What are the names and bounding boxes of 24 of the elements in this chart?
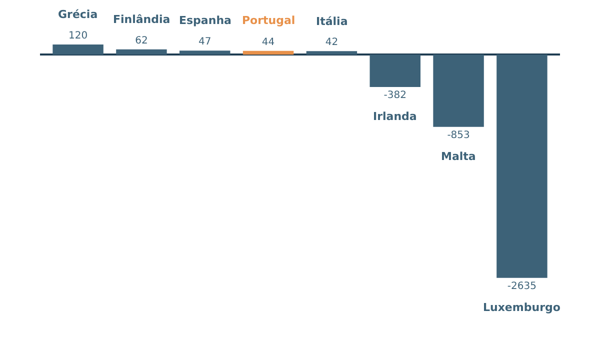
bar	[496, 54, 548, 278]
x-tick-label: Irlanda	[373, 110, 417, 123]
x-tick-label: Luxemburgo	[483, 301, 561, 314]
bar	[242, 50, 294, 55]
x-tick-label: Espanha	[179, 14, 232, 27]
x-tick-label: Grécia	[58, 8, 98, 21]
data-label: -2635	[507, 280, 536, 292]
bar	[116, 49, 167, 55]
bar	[52, 44, 104, 55]
data-label: -382	[384, 90, 406, 101]
x-tick-label: Finlândia	[113, 13, 170, 26]
x-tick-label: Itália	[316, 15, 348, 28]
bar	[433, 54, 484, 127]
data-label: -853	[447, 130, 470, 141]
data-label: 62	[135, 35, 148, 46]
data-label: 42	[325, 37, 338, 48]
x-tick-label: Malta	[441, 150, 476, 163]
bar	[306, 51, 358, 55]
data-label: 47	[198, 36, 212, 48]
x-tick-label: Portugal	[242, 14, 296, 27]
data-label: 120	[68, 30, 88, 42]
bar	[370, 54, 420, 87]
bar	[180, 50, 230, 55]
data-label: 44	[262, 36, 275, 48]
